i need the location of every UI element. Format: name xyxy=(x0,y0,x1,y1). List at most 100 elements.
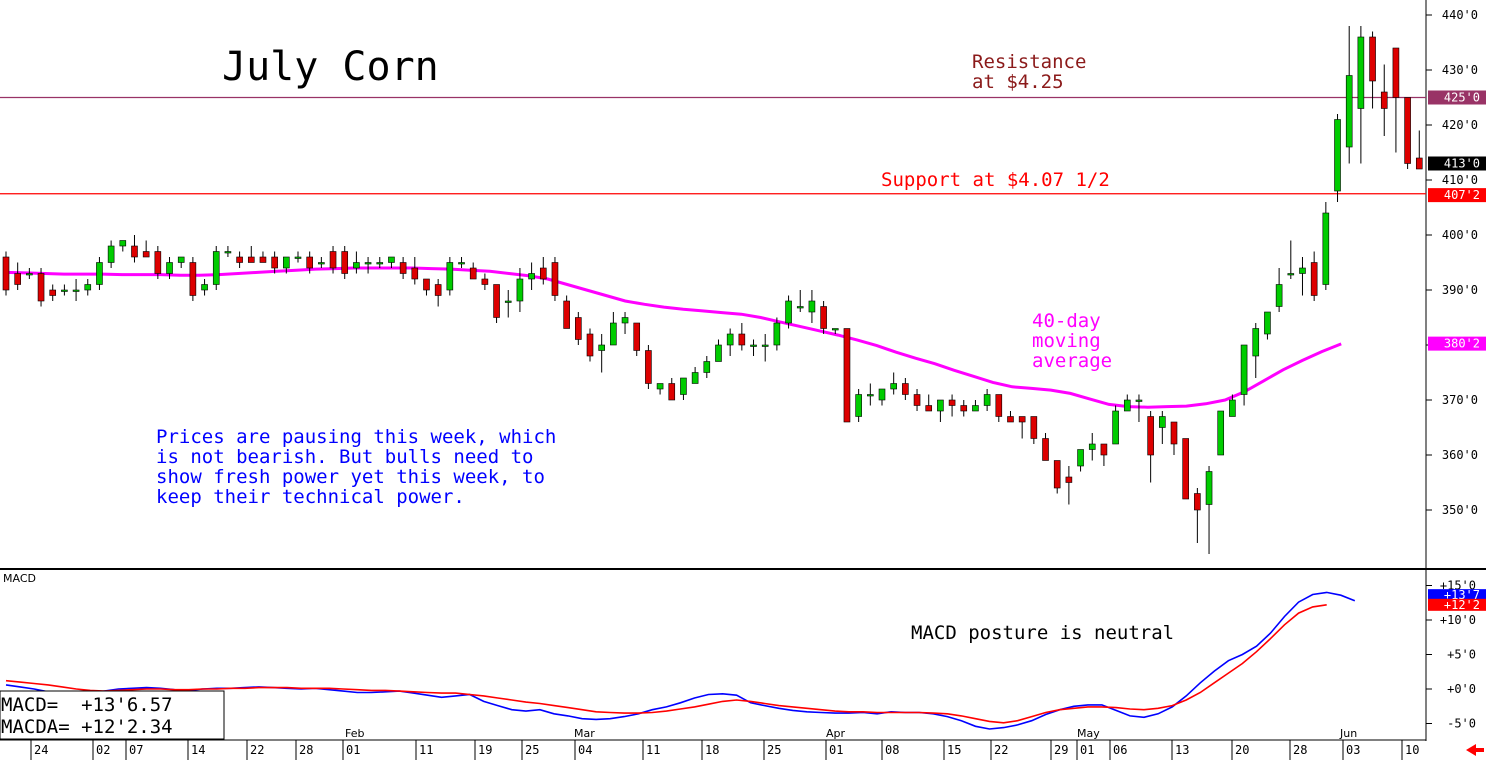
candle-body xyxy=(539,267,547,280)
date-tick-label: 18 xyxy=(705,743,719,757)
candle-body xyxy=(575,317,582,340)
candle-body xyxy=(1123,399,1131,412)
candle-body xyxy=(96,262,103,285)
candle-body xyxy=(212,251,220,285)
price-tick-label: 360'0 xyxy=(1442,448,1478,462)
macd-series-macda xyxy=(5,604,1327,724)
candle-body xyxy=(1287,273,1295,276)
comment-line-2: is not bearish. But bulls need to xyxy=(156,446,534,468)
candle-body xyxy=(177,256,185,263)
candle-body xyxy=(656,383,664,390)
date-tick-label: 28 xyxy=(299,743,313,757)
candle-body xyxy=(49,289,57,296)
candle-body xyxy=(1042,438,1049,461)
candle-body xyxy=(154,251,162,274)
candle-body xyxy=(259,256,267,263)
month-label: Mar xyxy=(574,727,595,740)
date-tick-label: 20 xyxy=(1235,743,1249,757)
candle-body xyxy=(528,273,535,280)
candle-body xyxy=(434,284,442,296)
scroll-left-arrow-icon[interactable] xyxy=(1466,744,1484,756)
price-tag-label: 407'2 xyxy=(1444,188,1480,202)
macd-readout: MACD= +13'6.57 xyxy=(1,694,173,716)
date-tick-label: 03 xyxy=(1346,743,1360,757)
candle-body xyxy=(621,317,629,324)
candle-body xyxy=(645,350,652,384)
price-tags: 425'0 413'0 407'2 380'2 xyxy=(1428,90,1486,351)
date-tick-label: 11 xyxy=(646,743,660,757)
candle-body xyxy=(1275,284,1283,307)
candle-body xyxy=(610,322,617,346)
date-tick-label: 01 xyxy=(829,743,843,757)
candle-body xyxy=(1415,157,1423,170)
date-tick-label: 01 xyxy=(346,743,360,757)
date-tick-label: 22 xyxy=(994,743,1008,757)
candle-body xyxy=(715,344,722,362)
ma-label-1: 40-day xyxy=(1032,310,1101,332)
candle-body xyxy=(563,300,570,329)
price-tag xyxy=(1428,336,1486,351)
candle-body xyxy=(353,262,360,269)
macd-tick-label: +5'0 xyxy=(1447,648,1476,662)
support-label: Support at $4.07 1/2 xyxy=(881,169,1110,191)
candle-body xyxy=(14,273,21,285)
macd-tag xyxy=(1428,598,1486,611)
candle-body xyxy=(142,251,150,258)
date-tick-label: 14 xyxy=(191,743,205,757)
date-tick-label: 04 xyxy=(578,743,592,757)
price-tick-label: 400'0 xyxy=(1442,228,1478,242)
candle-body xyxy=(773,322,781,346)
price-tick-label: 430'0 xyxy=(1442,63,1478,77)
candle-body xyxy=(843,328,851,423)
price-tag-label: 425'0 xyxy=(1444,91,1480,105)
candle-body xyxy=(633,322,641,351)
date-tick-label: 19 xyxy=(478,743,492,757)
moving-average-layer xyxy=(5,266,1342,409)
candle-body xyxy=(983,394,991,406)
candle-body xyxy=(364,262,372,265)
candle-body xyxy=(1252,328,1260,357)
candle-body xyxy=(37,273,45,302)
candle-body xyxy=(1088,443,1096,450)
candle-body xyxy=(913,394,921,406)
candle-body xyxy=(84,284,92,291)
candle-body xyxy=(189,262,197,296)
candle-body xyxy=(726,333,734,346)
candle-body xyxy=(1217,410,1225,456)
candle-body xyxy=(224,251,232,254)
price-tag-label: 380'2 xyxy=(1444,337,1480,351)
candle-body xyxy=(341,251,349,274)
candle-body xyxy=(1334,119,1341,192)
candle-body xyxy=(481,278,489,285)
macd-tag-label: +13'7 xyxy=(1444,588,1480,602)
macd-tick-label: +0'0 xyxy=(1447,682,1476,696)
macd-tick-label: +10'0 xyxy=(1440,613,1476,627)
candle-body xyxy=(808,300,816,313)
candle-body xyxy=(855,394,862,417)
candle-body xyxy=(1380,91,1388,109)
candle-body xyxy=(72,289,80,292)
candle-body xyxy=(890,383,897,390)
candle-body xyxy=(1404,97,1411,164)
candle-body xyxy=(318,262,325,265)
candle-body xyxy=(1240,344,1248,395)
candle-body xyxy=(516,278,524,302)
candle-body xyxy=(750,344,757,347)
macd-tag xyxy=(1428,589,1486,602)
candle-body xyxy=(972,405,979,412)
candle-body xyxy=(1392,47,1400,98)
candle-body xyxy=(1077,449,1084,467)
candle-body xyxy=(61,289,68,292)
price-tick-label: 440'0 xyxy=(1442,8,1478,22)
moving-average-line xyxy=(5,266,1342,409)
candle-body xyxy=(1135,399,1143,402)
date-tick-label: 22 xyxy=(250,743,264,757)
candle-body xyxy=(271,256,278,269)
month-label: May xyxy=(1077,727,1100,740)
candle-body xyxy=(820,306,827,329)
candle-body xyxy=(878,388,886,401)
macd-annotation: MACD posture is neutral xyxy=(911,622,1174,644)
candle-body xyxy=(948,399,956,406)
candle-body xyxy=(1159,416,1166,428)
